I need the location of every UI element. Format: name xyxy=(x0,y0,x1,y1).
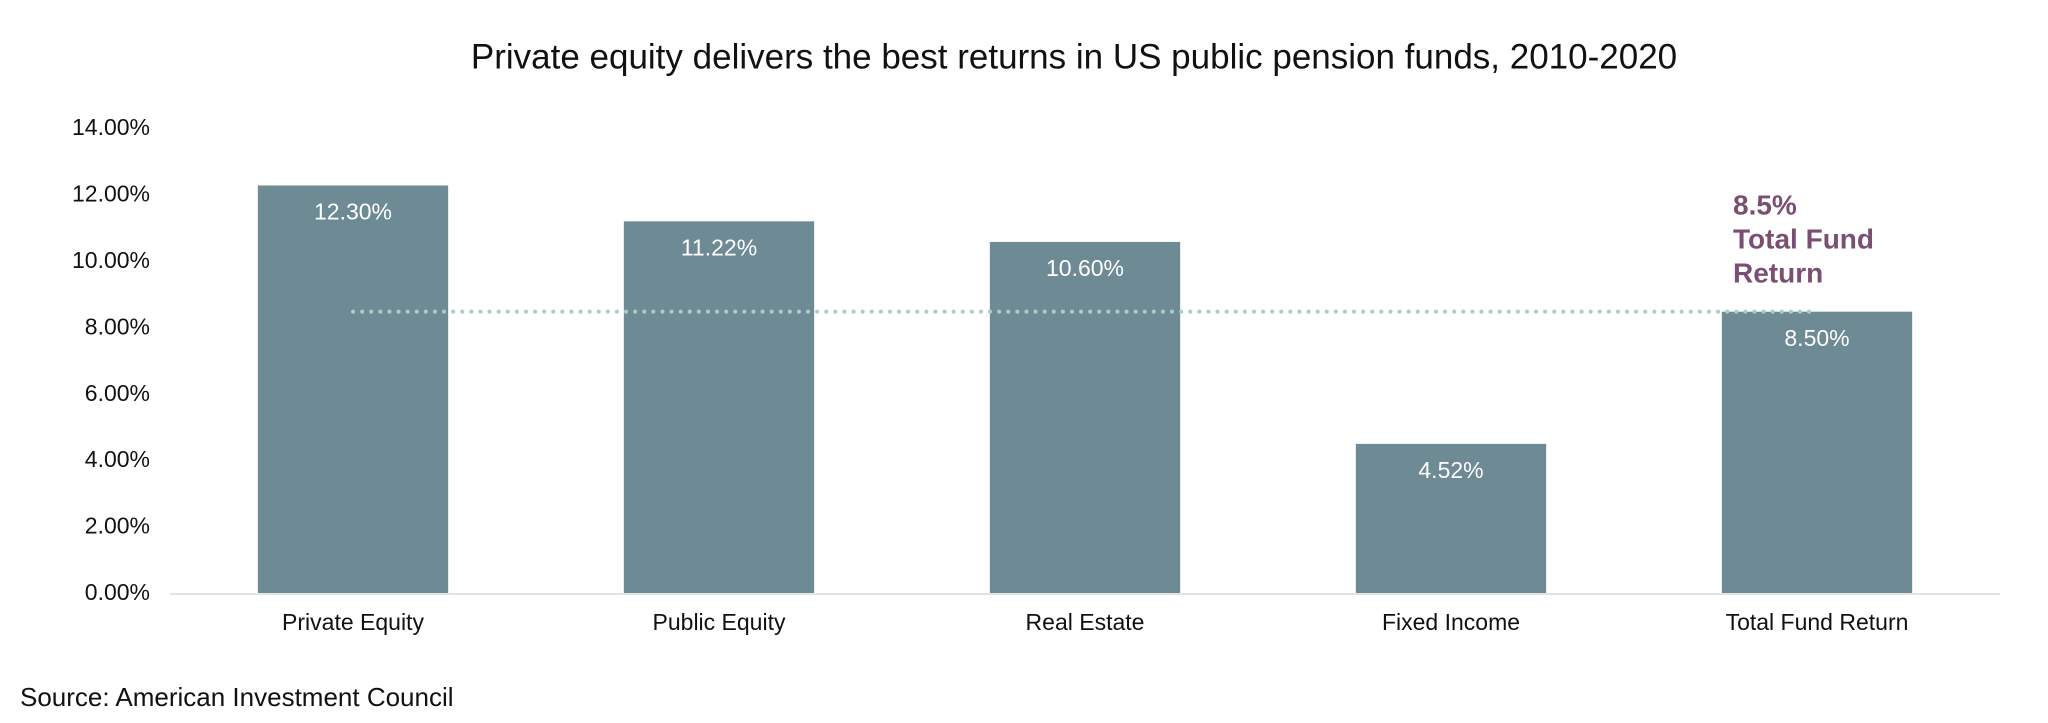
source-note: Source: American Investment Council xyxy=(20,682,454,712)
y-tick-label: 10.00% xyxy=(72,247,150,273)
bar xyxy=(257,185,449,594)
chart-title: Private equity delivers the best returns… xyxy=(471,37,1677,76)
y-tick-label: 0.00% xyxy=(85,579,150,605)
x-tick-label: Public Equity xyxy=(653,609,786,635)
x-tick-label: Real Estate xyxy=(1026,609,1145,635)
x-tick-label: Fixed Income xyxy=(1382,609,1520,635)
value-label: 4.52% xyxy=(1418,457,1483,483)
y-tick-label: 8.00% xyxy=(85,313,150,339)
y-tick-label: 2.00% xyxy=(85,513,150,539)
y-tick-label: 12.00% xyxy=(72,181,150,207)
reference-label: 8.5% xyxy=(1733,189,1797,220)
y-tick-label: 4.00% xyxy=(85,446,150,472)
bar xyxy=(1721,311,1913,594)
value-label: 10.60% xyxy=(1046,255,1124,281)
bar xyxy=(623,221,815,595)
value-label: 11.22% xyxy=(681,234,757,260)
value-label: 12.30% xyxy=(314,199,392,225)
reference-label: Return xyxy=(1733,257,1823,288)
y-tick-label: 14.00% xyxy=(72,114,150,140)
value-label: 8.50% xyxy=(1784,325,1849,351)
y-tick-label: 6.00% xyxy=(85,380,150,406)
bar xyxy=(1355,443,1547,594)
x-tick-label: Total Fund Return xyxy=(1726,609,1909,635)
reference-label: Total Fund xyxy=(1733,223,1874,254)
x-tick-label: Private Equity xyxy=(282,609,424,635)
bar xyxy=(989,241,1181,594)
